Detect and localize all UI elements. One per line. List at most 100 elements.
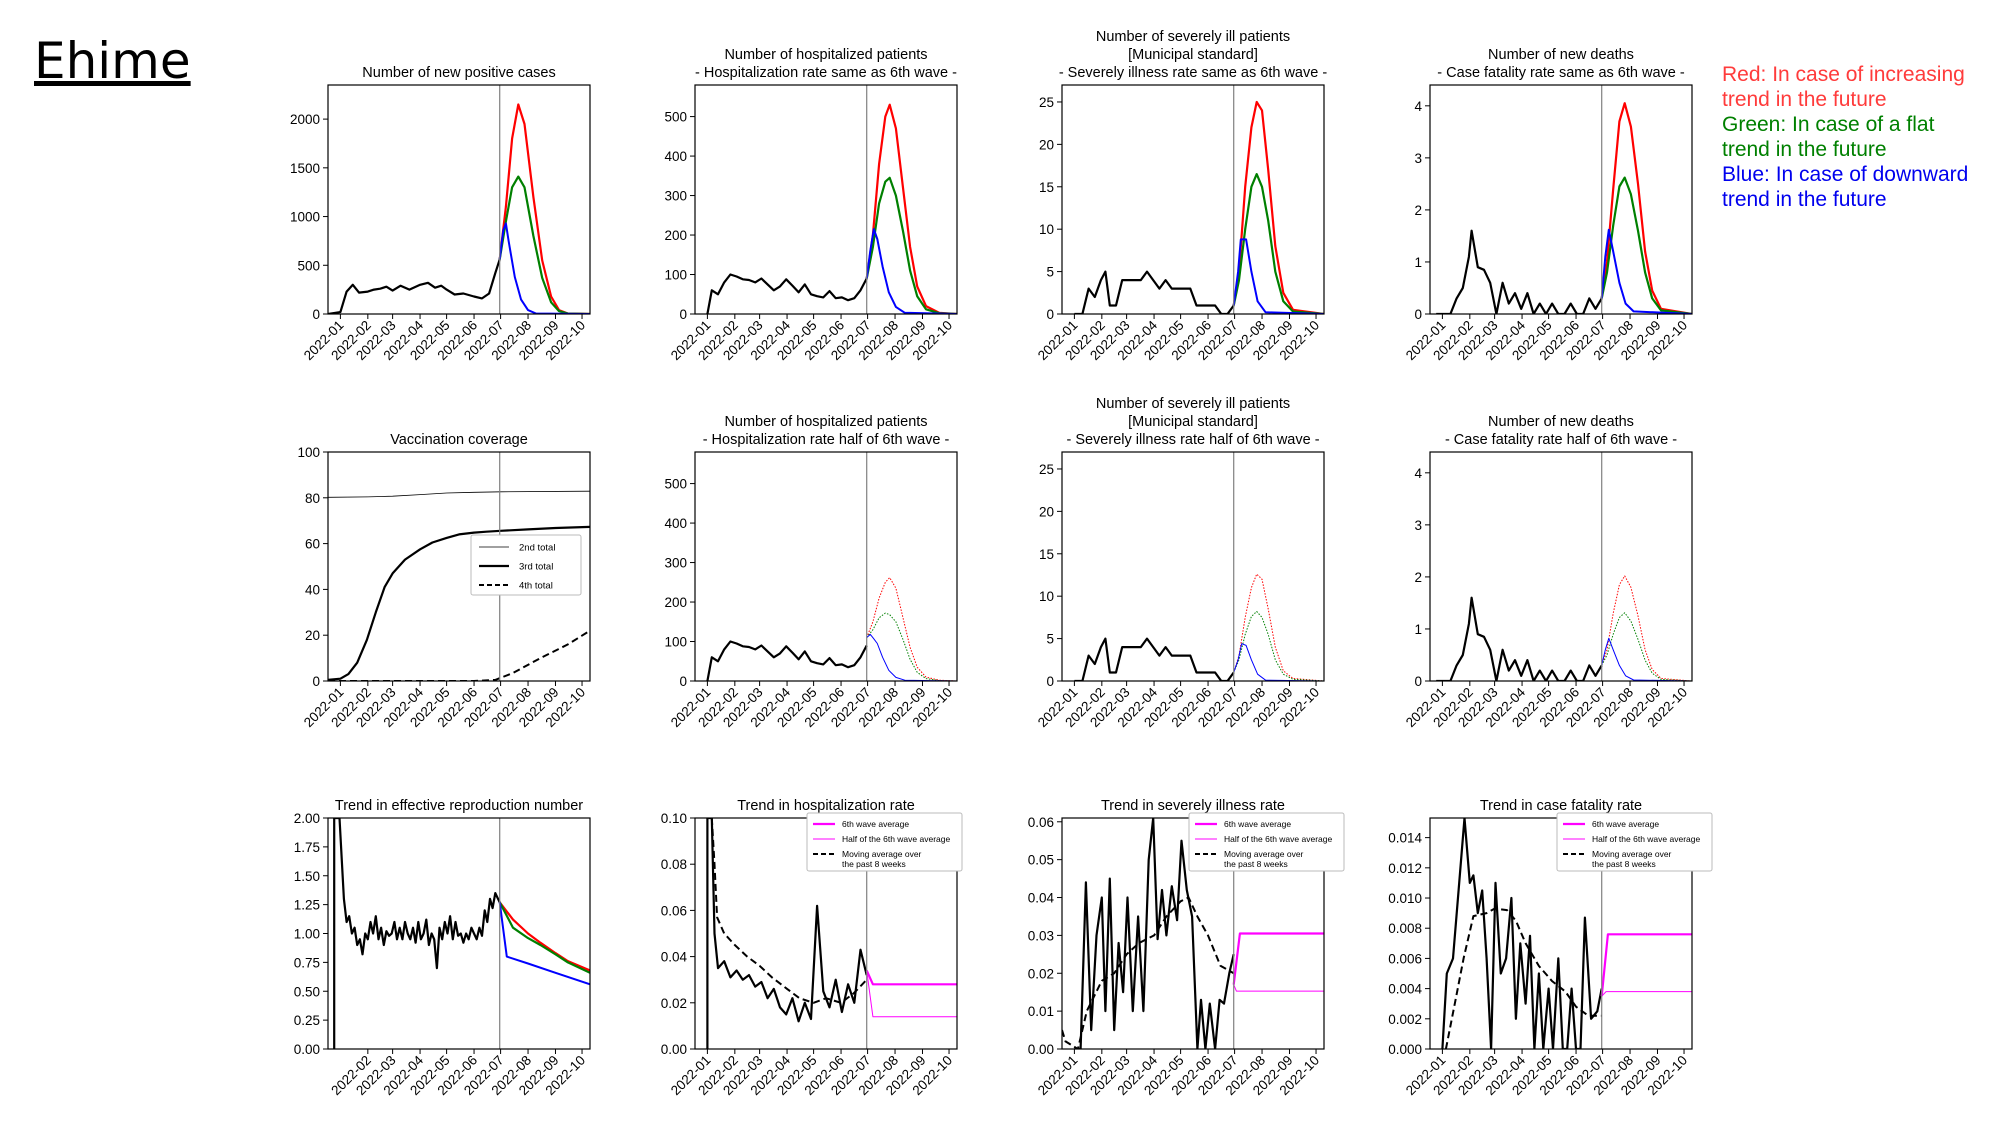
series-line-increasing [866,577,957,681]
series-line-half [1233,984,1324,992]
series-line-actual [1436,229,1603,314]
y-tick-label: 15 [1039,180,1054,195]
y-tick-label: 0.012 [1388,861,1422,876]
y-tick-label: 0.01 [1028,1004,1054,1019]
series-line-actual [333,818,501,1049]
chart-severe-rate: Trend in severely illness rate 0.00 0.01 0.… [1028,798,1345,1098]
y-tick-label: 1.50 [294,869,320,884]
legend-label: Half of the 6th wave average [1592,834,1700,844]
series-line-actual [706,273,868,314]
y-tick-label: 2.00 [294,811,320,826]
legend: 6th wave average Half of the 6th wave ave… [806,812,963,872]
chart-title: - Severely illness rate same as 6th wave… [1059,65,1328,81]
y-tick-label: 0 [312,307,320,322]
series-line-increasing [1601,575,1692,681]
series-line-flat [1232,173,1324,314]
y-tick-label: 1 [1414,622,1422,637]
legend-label: 6th wave average [1224,819,1291,829]
legend-box [806,812,963,872]
series-line-flat [1600,176,1692,314]
series-line-moving [710,818,868,1004]
series-line-flat [866,612,957,681]
series-group [333,818,590,1049]
y-tick-label: 0.25 [294,1013,320,1028]
plot-frame [1061,84,1325,315]
y-tick-label: 5 [1046,265,1054,280]
series-group [328,490,590,681]
y-tick-label: 0.006 [1388,951,1422,966]
legend-label: Moving average over [1224,849,1304,859]
y-tick-label: 2 [1414,203,1422,218]
y-tick-label: 2 [1414,570,1422,585]
series-group [706,577,957,681]
chart-title: Number of hospitalized patients [724,47,927,63]
series-line-flat [498,901,590,974]
y-tick-label: 300 [664,556,687,571]
y-tick-label: 3 [1414,151,1422,166]
y-tick-label: 0.002 [1388,1012,1422,1027]
series-line-downward [498,902,590,986]
series-line-actual [328,259,501,314]
scenario-legend: Red: In case of increasing trend in the … [1722,62,1968,212]
chart-title: Trend in hospitalization rate [737,798,915,814]
chart-title: - Severely illness rate half of 6th wave… [1066,432,1319,448]
y-tick-label: 1.00 [294,927,320,942]
chart-title: Number of severely ill patients [1096,396,1290,412]
chart-hospitalization-rate: Trend in hospitalization rate 0.00 0.02 0.0… [661,798,963,1098]
plot-frame [1429,84,1693,315]
chart-title: Number of new deaths [1488,414,1634,430]
y-tick-label: 0.04 [661,950,688,965]
series-group [706,103,957,314]
y-tick-label: 0 [1046,307,1054,322]
series-line-downward [1600,228,1692,314]
y-tick-label: 0.04 [1028,891,1055,906]
chart-effective-reproduction: Trend in effective reproduction number 0.… [294,798,591,1098]
series-line-downward [1233,643,1324,681]
y-tick-label: 10 [1039,589,1054,604]
plot-frame [327,817,591,1050]
y-tick-label: 5 [1046,632,1054,647]
y-tick-label: 20 [1039,504,1054,519]
y-tick-label: 100 [664,635,687,650]
scenario-note-downward-line-1: Blue: In case of downward [1722,163,1969,186]
y-tick-label: 1.75 [294,840,320,855]
y-tick-label: 40 [305,582,320,597]
y-tick-label: 0 [312,674,320,689]
legend-box [470,534,582,596]
y-tick-label: 0 [679,307,687,322]
y-tick-label: 3 [1414,518,1422,533]
y-tick-label: 10 [1039,222,1054,237]
y-tick-label: 0.75 [294,955,320,970]
chart-title: Trend in effective reproduction number [335,798,583,814]
series-line-flat [1233,611,1324,681]
chart-title: Number of new positive cases [362,65,555,81]
series-group [1074,573,1324,681]
y-tick-label: 0.10 [661,811,687,826]
y-tick-label: 0 [1046,674,1054,689]
series-group [1062,818,1324,1049]
series-line-downward [1601,637,1692,681]
y-tick-label: 400 [664,149,687,164]
chart-vaccination-coverage: Vaccination coverage0204060801002022-012… [297,432,591,730]
series-group [706,818,957,1049]
series-line-moving [1062,896,1235,1049]
chart-title: - Hospitalization rate half of 6th wave … [703,432,950,448]
y-tick-label: 0.004 [1388,982,1422,997]
scenario-note-increasing-line-1: Red: In case of increasing [1722,63,1965,86]
y-tick-label: 25 [1039,95,1054,110]
series-line-increasing [1233,573,1324,681]
y-tick-label: 100 [664,268,687,283]
y-tick-label: 0.014 [1388,831,1422,846]
chart-title: - Case fatality rate same as 6th wave - [1437,65,1685,81]
legend-label-continued: the past 8 weeks [1224,859,1288,869]
y-tick-label: 1000 [290,210,320,225]
y-tick-label: 1500 [290,161,320,176]
chart-deaths-half: Number of new deaths - Case fatality rate… [1403,414,1693,730]
chart-title: Trend in case fatality rate [1480,798,1642,814]
series-line-actual [1441,818,1603,1049]
legend-label-continued: the past 8 weeks [1592,859,1656,869]
series-line-half [1601,991,1692,997]
y-tick-label: 20 [1039,137,1054,152]
series-line-avg [1232,932,1324,985]
